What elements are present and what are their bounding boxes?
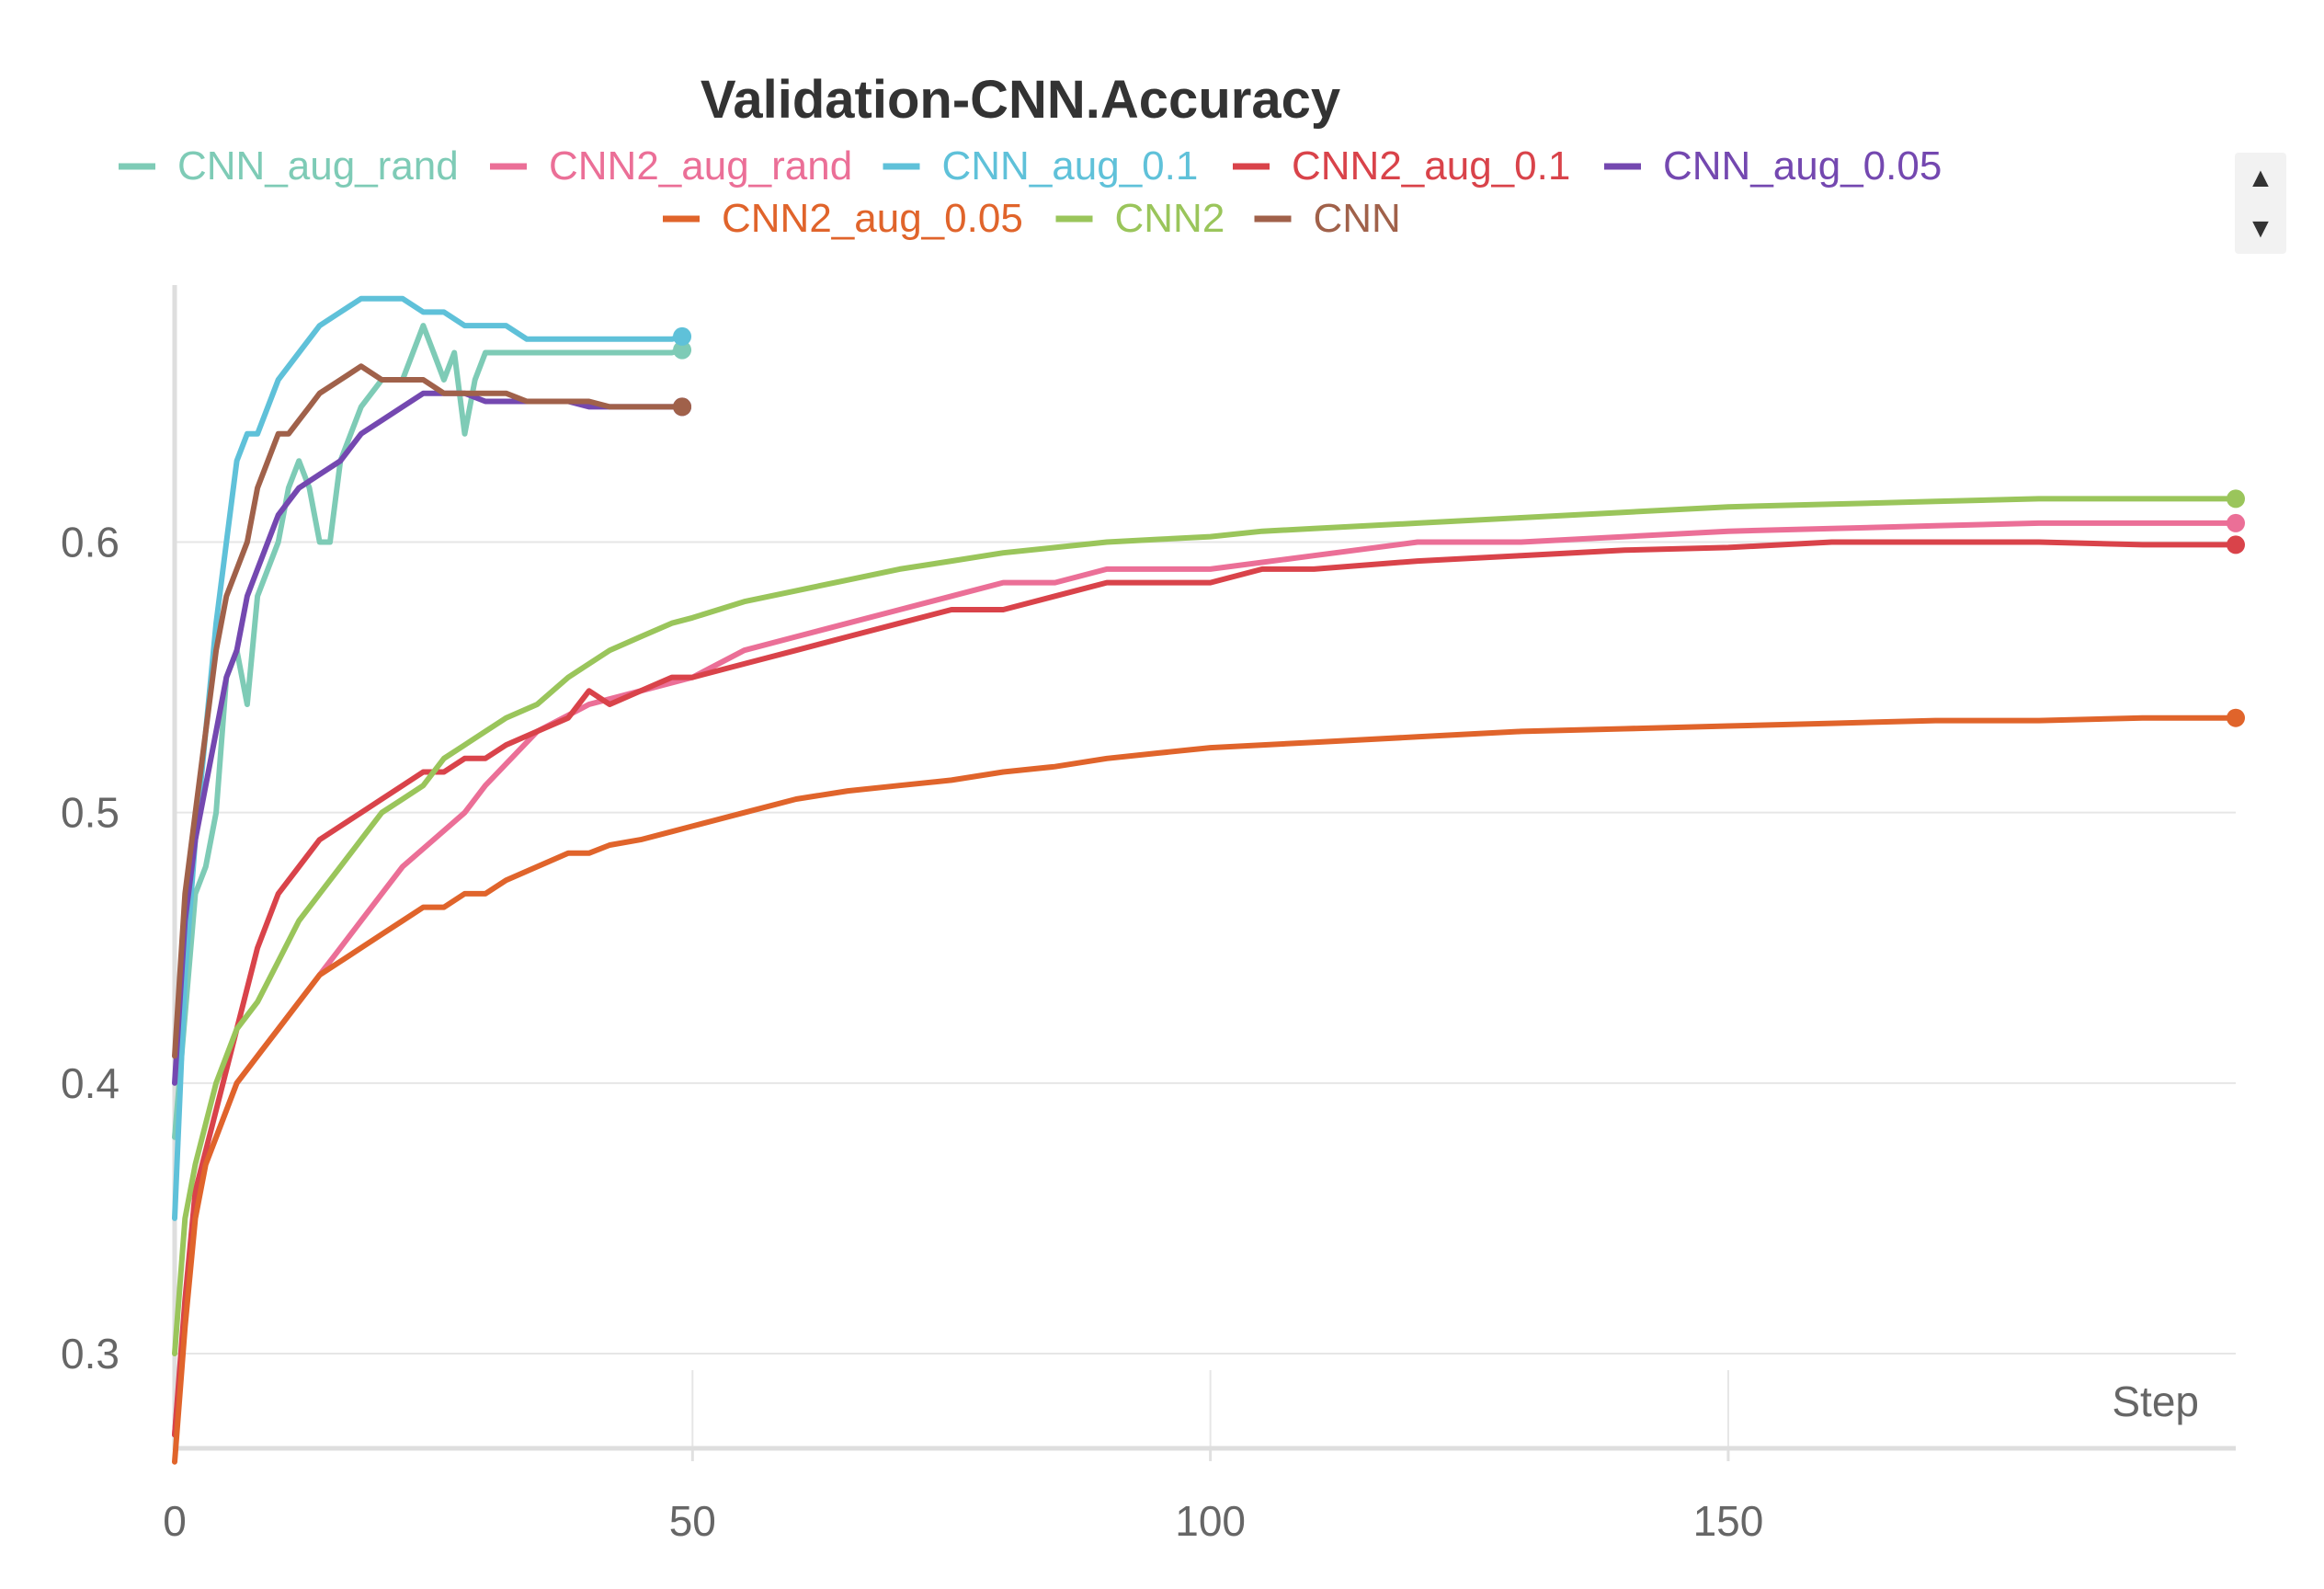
series-line-cnn2 [172, 496, 2239, 1356]
legend-item-cnn-aug-rand[interactable]: CNN_aug_rand [119, 143, 459, 189]
y-tick-label: 0.5 [61, 789, 120, 837]
legend-label: CNN2_aug_0.1 [1292, 143, 1570, 189]
legend-item-cnn[interactable]: CNN [1254, 196, 1401, 241]
y-tick-label: 0.4 [61, 1059, 120, 1107]
series-end-point-cnn-aug-0-1 [673, 326, 692, 346]
series-line-cnn2-aug-0-1 [172, 539, 2239, 1438]
series-line-cnn2-aug-0-05 [172, 714, 2239, 1465]
series-end-point-cnn2-aug-0-1 [2227, 535, 2245, 554]
x-tick-label: 100 [1175, 1497, 1246, 1545]
series-end-point-cnn2-aug-0-05 [2227, 708, 2245, 727]
legend-scroll: ▲ ▼ [2235, 153, 2286, 254]
legend-label: CNN_aug_0.1 [942, 143, 1199, 189]
axes: 0.3 0.4 0.5 0.6 0 50 100 150 [61, 285, 2236, 1545]
legend-item-cnn-aug-0-1[interactable]: CNN_aug_0.1 [883, 143, 1199, 189]
series-end-point-cnn2 [2227, 489, 2245, 509]
series-line-cnn-aug-0-05 [172, 390, 686, 1086]
series-layer [172, 295, 2245, 1465]
y-tick-label: 0.6 [61, 518, 120, 566]
series-line-cnn2-aug-rand [172, 520, 2239, 1438]
series-end-point-cnn-aug-rand [673, 340, 692, 360]
legend: CNN_aug_rand CNN2_aug_rand CNN_aug_0.1 CNN2… [119, 143, 1942, 241]
legend-item-cnn2-aug-rand[interactable]: CNN2_aug_rand [490, 143, 852, 189]
series-line-cnn [172, 363, 686, 1059]
legend-item-cnn2-aug-0-05[interactable]: CNN2_aug_0.05 [663, 196, 1023, 241]
legend-item-cnn2-aug-0-1[interactable]: CNN2_aug_0.1 [1233, 143, 1570, 189]
x-tick-label: 150 [1693, 1497, 1764, 1545]
legend-label: CNN [1314, 196, 1401, 241]
legend-label: CNN2_aug_0.05 [722, 196, 1023, 241]
series-end-point-cnn [673, 397, 692, 417]
x-tick-label: 0 [163, 1497, 187, 1545]
x-axis-label: Step [2112, 1378, 2199, 1425]
legend-item-cnn2[interactable]: CNN2 [1055, 196, 1225, 241]
legend-label: CNN2_aug_rand [549, 143, 852, 189]
grid-lines [175, 541, 2236, 1448]
series-line-cnn-aug-0-1 [172, 295, 686, 1221]
series-line-cnn-aug-rand [172, 323, 686, 1140]
legend-label: CNN_aug_0.05 [1663, 143, 1942, 189]
legend-scroll-up-icon[interactable]: ▲ [2247, 162, 2274, 193]
x-tick-label: 50 [669, 1497, 716, 1545]
legend-label: CNN_aug_rand [177, 143, 459, 189]
chart-title: Validation-CNN.Accuracy [701, 70, 1340, 130]
legend-label: CNN2 [1115, 196, 1225, 241]
legend-item-cnn-aug-0-05[interactable]: CNN_aug_0.05 [1604, 143, 1942, 189]
legend-scroll-down-icon[interactable]: ▼ [2247, 212, 2274, 244]
series-end-point-cnn2-aug-rand [2227, 513, 2245, 532]
y-tick-label: 0.3 [61, 1330, 120, 1378]
